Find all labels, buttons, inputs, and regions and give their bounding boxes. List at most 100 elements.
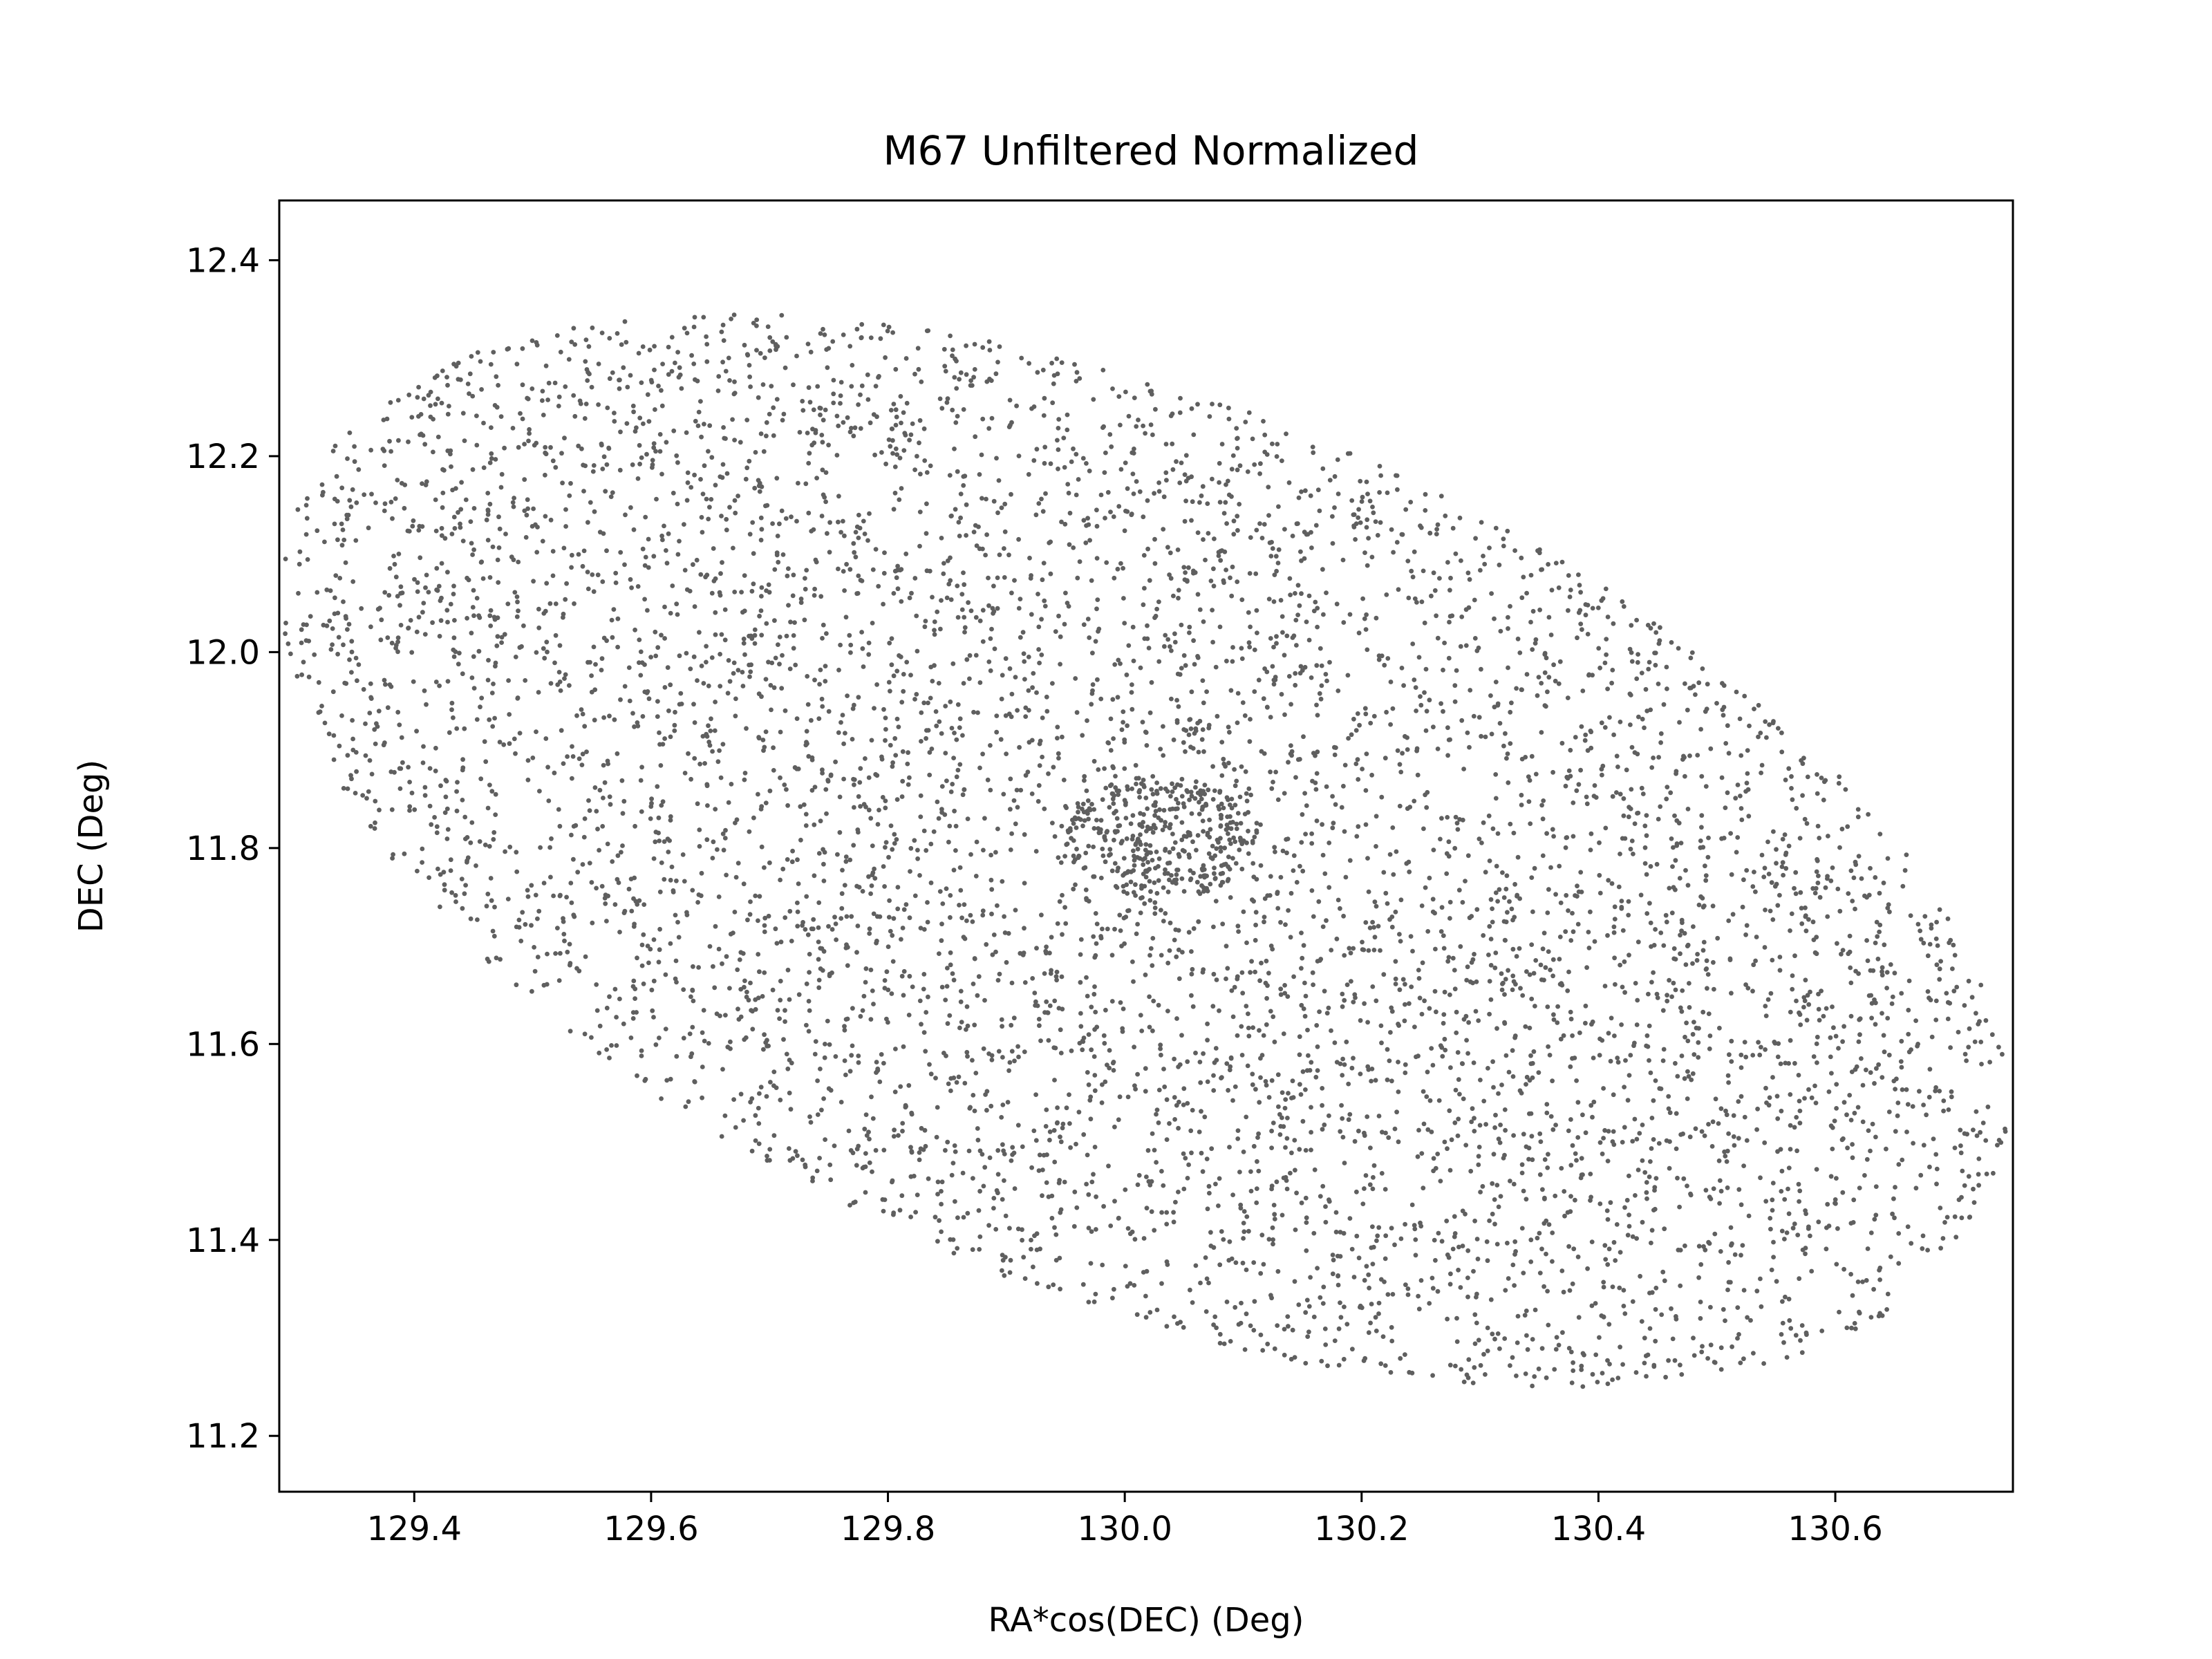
data-point xyxy=(471,506,477,511)
data-point xyxy=(1141,1236,1147,1241)
data-point xyxy=(1779,1228,1785,1234)
data-point xyxy=(1179,622,1184,628)
data-point xyxy=(339,521,344,527)
data-point xyxy=(701,1008,706,1013)
data-point xyxy=(1497,721,1503,726)
data-point xyxy=(1095,677,1100,682)
data-point xyxy=(618,697,623,702)
data-point xyxy=(1499,987,1505,993)
data-point xyxy=(1529,753,1535,759)
data-point xyxy=(620,843,625,848)
data-point xyxy=(1857,1032,1862,1038)
data-point xyxy=(1595,606,1601,610)
data-point xyxy=(1419,1151,1425,1156)
data-point xyxy=(1884,986,1890,991)
data-point xyxy=(782,708,788,713)
data-point xyxy=(815,384,821,389)
data-point xyxy=(886,915,892,920)
data-point xyxy=(1412,549,1417,554)
data-point xyxy=(1648,1070,1653,1076)
data-point xyxy=(1569,1380,1575,1385)
data-point xyxy=(1660,1008,1666,1013)
data-point xyxy=(556,807,561,812)
data-point xyxy=(732,391,738,395)
data-point xyxy=(853,529,859,535)
data-point xyxy=(1362,1277,1367,1283)
data-point xyxy=(1785,1186,1790,1192)
data-point xyxy=(1653,1078,1658,1083)
data-point xyxy=(958,491,964,496)
data-point xyxy=(1186,732,1192,738)
data-point xyxy=(1078,937,1084,942)
data-point xyxy=(640,714,646,719)
data-point xyxy=(936,816,941,821)
data-point xyxy=(1015,1044,1020,1049)
data-point xyxy=(1693,1126,1698,1132)
data-point xyxy=(842,1027,847,1033)
data-point xyxy=(702,761,707,766)
data-point xyxy=(928,695,933,701)
data-point xyxy=(682,326,687,331)
data-point xyxy=(1051,381,1056,386)
data-point xyxy=(1298,1092,1304,1097)
data-point xyxy=(795,900,800,906)
data-point xyxy=(836,494,841,499)
data-point xyxy=(825,531,830,536)
data-point xyxy=(958,370,964,375)
data-point xyxy=(1174,1103,1179,1108)
data-point xyxy=(640,344,646,349)
data-point xyxy=(436,583,442,589)
data-point xyxy=(1057,899,1062,904)
data-point xyxy=(1695,952,1700,957)
data-point xyxy=(897,497,902,503)
data-point xyxy=(810,427,815,432)
data-point xyxy=(803,586,808,592)
data-point xyxy=(1085,1152,1090,1158)
data-point xyxy=(999,505,1004,510)
data-point xyxy=(1431,1156,1436,1161)
data-point xyxy=(1620,928,1626,933)
data-point xyxy=(1225,966,1230,971)
data-point xyxy=(1488,937,1494,941)
data-point xyxy=(1864,1156,1870,1162)
data-point xyxy=(630,711,635,716)
data-point xyxy=(1276,1104,1281,1109)
data-point xyxy=(1500,870,1505,875)
data-point xyxy=(487,613,493,619)
data-point xyxy=(851,433,856,439)
data-point xyxy=(704,659,709,665)
data-point xyxy=(762,923,767,928)
data-point xyxy=(1321,612,1326,617)
data-point xyxy=(1261,696,1266,702)
data-point xyxy=(988,636,993,641)
data-point xyxy=(1725,1287,1730,1293)
data-point xyxy=(1642,1360,1647,1366)
data-point xyxy=(817,682,822,687)
data-point xyxy=(1291,853,1297,859)
data-point xyxy=(706,723,711,729)
data-point xyxy=(1422,620,1427,626)
data-point xyxy=(1796,1181,1801,1187)
data-point xyxy=(1228,1339,1233,1344)
data-point xyxy=(1205,1021,1210,1027)
data-point xyxy=(1896,1231,1902,1236)
data-point xyxy=(399,480,404,486)
data-point xyxy=(1228,688,1234,693)
data-point xyxy=(1091,1054,1097,1059)
data-point xyxy=(805,702,811,707)
data-point xyxy=(870,988,875,993)
data-point xyxy=(1633,1193,1638,1198)
data-point xyxy=(756,791,760,797)
data-point xyxy=(1150,963,1155,968)
data-point xyxy=(1781,1340,1786,1345)
data-point xyxy=(1743,932,1749,937)
data-point xyxy=(1465,1051,1471,1056)
data-point xyxy=(1297,757,1302,762)
data-point xyxy=(1487,859,1492,863)
data-point xyxy=(833,1054,838,1059)
data-point xyxy=(1432,988,1438,994)
data-point xyxy=(851,843,856,848)
data-point xyxy=(917,998,923,1004)
data-point xyxy=(1803,1208,1808,1213)
data-point xyxy=(852,425,858,431)
